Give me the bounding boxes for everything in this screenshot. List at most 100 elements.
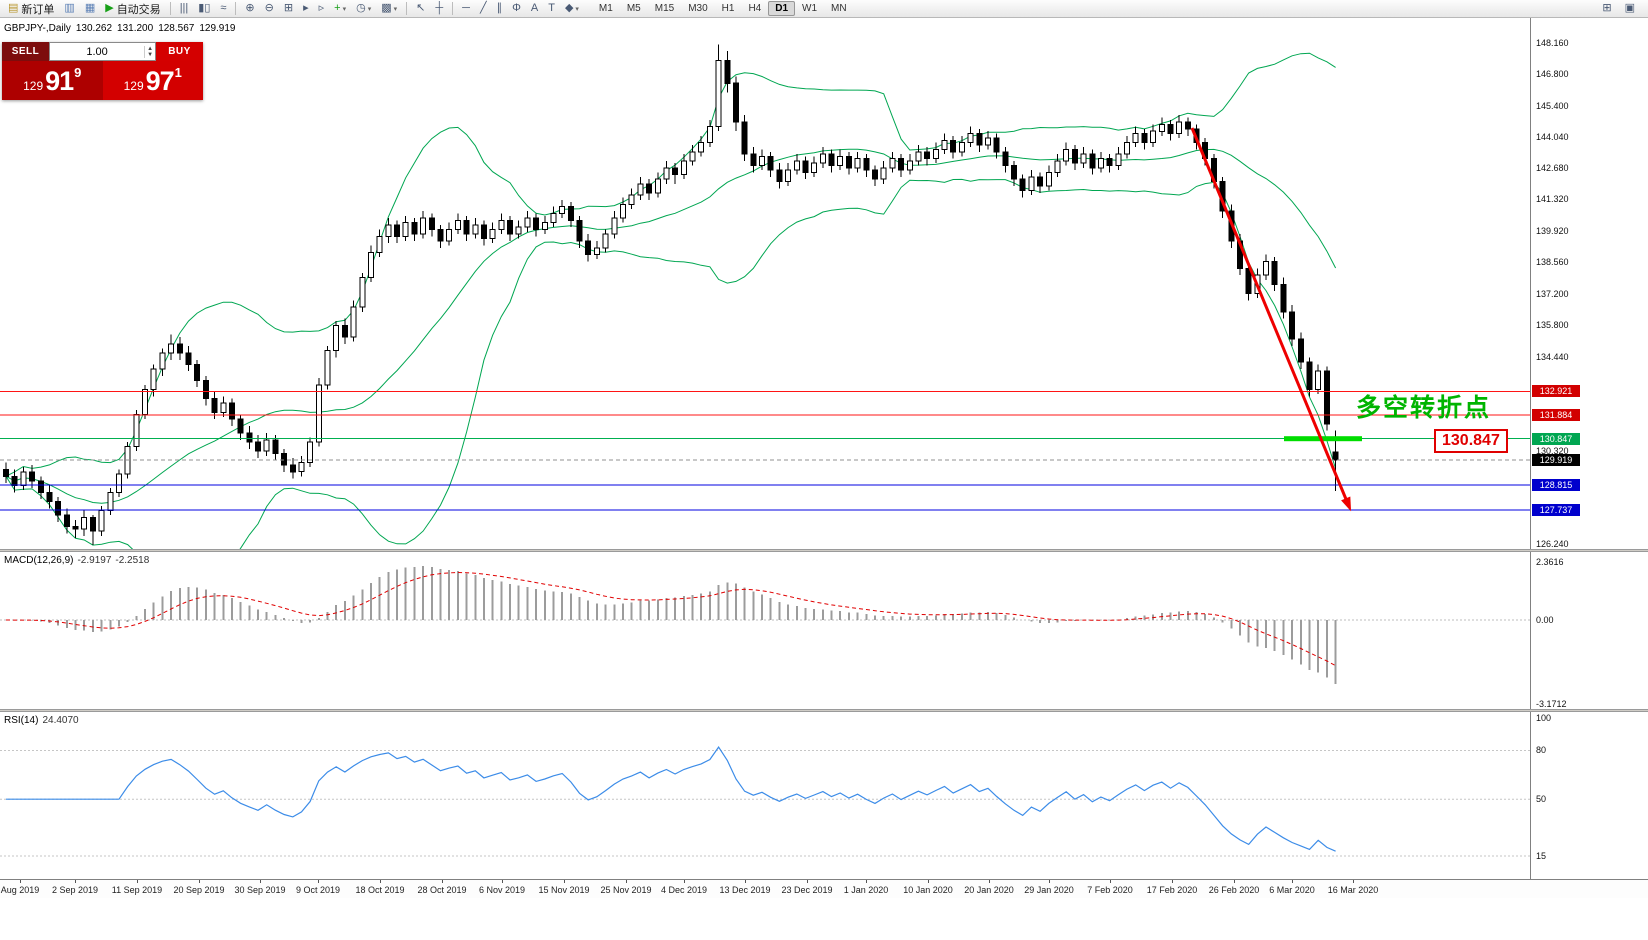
rsi-indicator-label: RSI(14) 24.4070: [4, 715, 79, 726]
bollinger-lower-band: [5, 178, 1337, 550]
tile-windows-button[interactable]: ⊞: [280, 1, 297, 17]
new-order-button[interactable]: ▤ 新订单: [4, 1, 58, 17]
zoom-out-button[interactable]: ⊖: [261, 1, 278, 17]
sell-button[interactable]: SELL: [2, 42, 49, 61]
toolbar-right-icons: ⊞ ▣: [1597, 1, 1645, 17]
channel-button[interactable]: ∥: [493, 1, 507, 17]
cursor-button[interactable]: ↖: [412, 1, 429, 17]
crosshair-button[interactable]: ┼: [431, 1, 447, 17]
text-icon: A: [530, 2, 539, 14]
date-label: 11 Sep 2019: [111, 885, 163, 895]
bollinger-middle-band: [5, 148, 1337, 504]
label-button[interactable]: T: [544, 1, 559, 17]
data-window-icon: ▦: [84, 2, 96, 14]
timeframe-w1[interactable]: W1: [802, 3, 818, 14]
price-tag: 127.737: [1532, 503, 1580, 516]
date-tick: [380, 880, 381, 883]
line-chart-button[interactable]: ≈: [216, 1, 230, 17]
timeframe-m1[interactable]: M1: [598, 3, 613, 14]
auto-scroll-icon: ▸: [303, 2, 309, 14]
panel-divider[interactable]: [0, 709, 1648, 712]
market-watch-icon[interactable]: ▥: [60, 1, 78, 17]
date-label: 26 Feb 2020: [1208, 885, 1260, 895]
buy-price[interactable]: 129 97 1: [102, 61, 203, 100]
bars-chart-button[interactable]: |||: [176, 1, 193, 17]
stepper-up-icon[interactable]: ▲: [147, 45, 154, 52]
auto-scroll-button[interactable]: ▸: [299, 1, 313, 17]
price-chart-canvas[interactable]: [0, 28, 1530, 550]
sell-price[interactable]: 129 91 9: [2, 61, 103, 100]
rsi-line: [6, 746, 1336, 852]
macd-axis-label: -3.1712: [1536, 699, 1567, 709]
price-tag: 130.847: [1532, 432, 1580, 445]
date-label: 7 Feb 2020: [1087, 885, 1133, 895]
chart-shift-button[interactable]: ▹: [315, 1, 329, 17]
macd-value: -2.9197: [77, 555, 112, 566]
macd-signal-line: [5, 571, 1336, 667]
stepper-down-icon[interactable]: ▼: [147, 51, 154, 58]
timeframe-h1[interactable]: H1: [721, 3, 735, 14]
horizontal-line-button[interactable]: ─: [458, 1, 474, 17]
autotrading-button[interactable]: ▶ 自动交易: [101, 1, 164, 17]
text-button[interactable]: A: [527, 1, 542, 17]
templates-icon: ▩: [381, 2, 392, 14]
rsi-value: 24.4070: [42, 715, 79, 726]
panel-divider[interactable]: [0, 549, 1648, 552]
timeframe-m30[interactable]: M30: [688, 3, 708, 14]
volume-input[interactable]: [50, 45, 145, 58]
trendline-button[interactable]: ╱: [476, 1, 491, 17]
toolbar-separator: [235, 2, 237, 15]
fibonacci-icon: Φ: [512, 2, 521, 14]
trendline-icon: ╱: [479, 2, 487, 14]
zoom-in-button[interactable]: ⊕: [241, 1, 258, 17]
date-tick: [564, 880, 565, 883]
data-window-icon[interactable]: ▦: [81, 1, 99, 17]
price-axis-label: 138.560: [1536, 257, 1569, 268]
date-label: 17 Feb 2020: [1146, 885, 1198, 895]
timeframe-m15[interactable]: M15: [654, 3, 675, 14]
timeframe-mn[interactable]: MN: [831, 3, 847, 14]
new-chart-icon[interactable]: ⊞: [1598, 1, 1615, 17]
turning-point-annotation: 多空转折点: [1356, 394, 1492, 422]
indicators-button[interactable]: + ▾: [330, 1, 350, 17]
price-tag: 132.921: [1532, 385, 1580, 398]
periods-button[interactable]: ◷ ▾: [352, 1, 375, 17]
buy-button[interactable]: BUY: [156, 42, 203, 61]
window-layout-icon[interactable]: ▣: [1621, 1, 1639, 17]
shapes-button[interactable]: ◆ ▾: [561, 1, 583, 17]
rsi-axis-label: 15: [1536, 851, 1547, 862]
price-axis-label: 144.040: [1536, 132, 1569, 143]
date-tick: [75, 880, 76, 883]
candles-chart-button[interactable]: ▮▯: [194, 1, 214, 17]
price-tag: 131.884: [1532, 409, 1580, 421]
date-label: 9 Oct 2019: [295, 885, 341, 895]
candles-chart-icon: ▮▯: [198, 2, 211, 14]
label-icon: T: [548, 2, 555, 14]
fibonacci-button[interactable]: Φ: [508, 1, 525, 17]
rsi-axis-label: 100: [1536, 713, 1552, 723]
trend-arrow[interactable]: [1190, 127, 1350, 505]
date-tick: [260, 880, 261, 883]
rsi-panel-canvas[interactable]: [0, 713, 1530, 878]
price-axis[interactable]: 148.160 146.800 145.400 144.040 142.680 141.3…: [1530, 18, 1648, 879]
date-axis[interactable]: Aug 2019 2 Sep 2019 11 Sep 2019 20 Sep 2019…: [0, 879, 1648, 898]
turning-point-highlight[interactable]: [1284, 436, 1362, 442]
volume-field: ▲▼: [49, 42, 156, 61]
horizontal-line-icon: ─: [462, 2, 470, 14]
macd-axis-label: 2.3616: [1536, 557, 1564, 567]
dropdown-arrow-icon: ▾: [342, 5, 347, 13]
price-axis-label: 130.320: [1536, 445, 1569, 456]
templates-button[interactable]: ▩ ▾: [377, 1, 401, 17]
price-axis-label: 145.400: [1536, 101, 1569, 112]
macd-panel-canvas[interactable]: [0, 553, 1530, 708]
date-label: 25 Nov 2019: [600, 885, 652, 895]
timeframe-h4[interactable]: H4: [748, 3, 762, 14]
date-label: Aug 2019: [0, 885, 40, 895]
date-label: 30 Sep 2019: [234, 885, 286, 895]
indicators-icon: +: [334, 2, 341, 14]
timeframe-d1[interactable]: D1: [768, 1, 796, 16]
date-tick: [745, 880, 746, 883]
zoom-in-icon: ⊕: [245, 2, 255, 14]
timeframe-m5[interactable]: M5: [626, 3, 641, 14]
